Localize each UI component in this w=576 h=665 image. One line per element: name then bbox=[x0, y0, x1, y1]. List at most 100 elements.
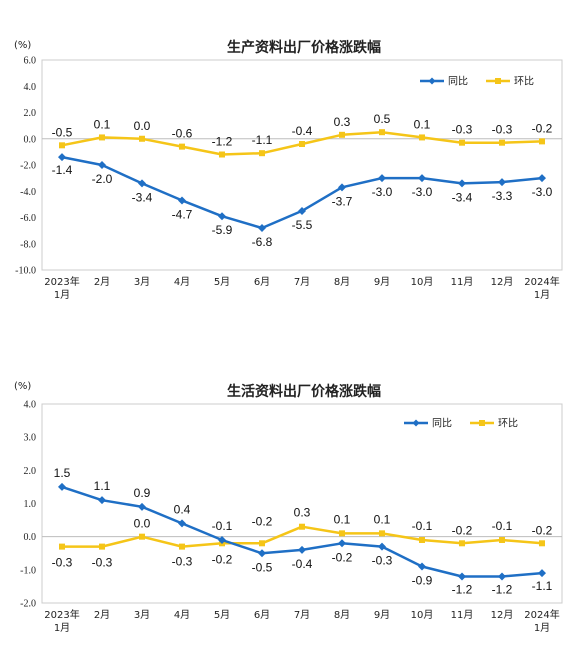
plot-area bbox=[41, 59, 563, 271]
y-tick-label: 4.0 bbox=[24, 400, 37, 411]
x-tick-label: 4月 bbox=[174, 276, 190, 288]
yoy-point bbox=[218, 212, 226, 221]
yoy-data-label: -1.4 bbox=[52, 163, 73, 177]
mom-point bbox=[59, 142, 65, 149]
yoy-point bbox=[298, 206, 306, 215]
yoy-data-label: 1.1 bbox=[94, 479, 111, 493]
yoy-point bbox=[418, 562, 426, 571]
yoy-data-label: -0.1 bbox=[212, 519, 233, 533]
x-tick-label: 9月 bbox=[374, 276, 390, 288]
x-tick-label: 6月 bbox=[254, 609, 270, 621]
mom-point bbox=[139, 533, 145, 540]
mom-point bbox=[59, 543, 65, 550]
x-tick-label: 12月 bbox=[491, 609, 514, 621]
mom-point bbox=[339, 530, 345, 537]
x-tick-label: 4月 bbox=[174, 609, 190, 621]
yoy-point bbox=[258, 224, 266, 232]
yoy-point bbox=[458, 572, 466, 581]
mom-data-label: -0.3 bbox=[52, 556, 73, 570]
yoy-data-label: -5.9 bbox=[212, 223, 233, 237]
y-tick-label: -2.0 bbox=[20, 161, 36, 172]
yoy-point bbox=[138, 179, 146, 188]
x-tick-label: 2024年 1月 bbox=[524, 275, 559, 301]
mom-point bbox=[179, 143, 185, 150]
yoy-data-label: -3.0 bbox=[412, 185, 433, 199]
yoy-data-label: 0.4 bbox=[174, 502, 191, 516]
yoy-point bbox=[418, 174, 426, 183]
yoy-point bbox=[338, 183, 346, 192]
mom-data-label: -0.2 bbox=[252, 514, 273, 528]
yoy-data-label: 1.5 bbox=[54, 466, 71, 480]
yoy-data-label: -0.4 bbox=[292, 557, 313, 571]
mom-data-label: -0.3 bbox=[452, 123, 473, 137]
x-tick-label: 5月 bbox=[214, 609, 230, 621]
y-tick-label: -8.0 bbox=[20, 239, 36, 250]
mom-data-label: -0.2 bbox=[212, 552, 233, 566]
mom-point bbox=[499, 139, 505, 146]
legend-label: 环比 bbox=[514, 76, 534, 88]
x-tick-label: 12月 bbox=[491, 276, 514, 288]
mom-data-label: 0.5 bbox=[374, 112, 391, 126]
yoy-data-label: -3.0 bbox=[372, 185, 393, 199]
x-tick-label: 7月 bbox=[294, 276, 310, 288]
yoy-data-label: -1.1 bbox=[532, 579, 553, 593]
y-tick-label: 0.0 bbox=[24, 134, 37, 145]
mom-data-label: 0.1 bbox=[414, 117, 431, 131]
mom-data-label: 0.3 bbox=[334, 115, 351, 129]
x-tick-label: 3月 bbox=[134, 276, 150, 288]
y-tick-label: 2.0 bbox=[24, 466, 37, 477]
chart-2: 生活资料出厂价格涨跌幅 (%) 4.0 3.0 2.0 1.0 0.0 -1.0 -2.0 202… bbox=[14, 381, 563, 634]
mom-point bbox=[419, 134, 425, 141]
legend-label: 环比 bbox=[498, 418, 518, 430]
mom-point bbox=[299, 141, 305, 147]
y-tick-label: -10.0 bbox=[15, 266, 36, 277]
yoy-point bbox=[98, 496, 106, 505]
yoy-data-label: -3.4 bbox=[452, 190, 473, 204]
y-tick-label: -6.0 bbox=[20, 213, 36, 224]
mom-point bbox=[539, 138, 545, 145]
legend: 同比 环比 bbox=[404, 418, 518, 430]
yoy-data-label: -3.7 bbox=[332, 194, 353, 208]
mom-data-label: -0.2 bbox=[532, 523, 553, 537]
x-tick-label: 2023年 1月 bbox=[44, 275, 79, 301]
chart-1: 生产资料出厂价格涨跌幅 (%) 6.0 4.0 2.0 0.0 -2.0 -4.0 -6.0 -8… bbox=[14, 39, 563, 301]
mom-point bbox=[339, 131, 345, 138]
mom-data-label: 0.0 bbox=[134, 517, 151, 531]
mom-data-label: -0.6 bbox=[172, 127, 193, 141]
mom-point bbox=[459, 540, 465, 547]
chart-title: 生活资料出厂价格涨跌幅 bbox=[227, 383, 381, 400]
x-tick-label: 11月 bbox=[451, 276, 474, 288]
mom-point bbox=[259, 540, 265, 547]
yoy-data-label: -0.5 bbox=[252, 560, 273, 574]
y-tick-label: -1.0 bbox=[20, 565, 36, 576]
x-tick-label: 8月 bbox=[334, 609, 350, 621]
yoy-point bbox=[498, 178, 506, 187]
y-tick-label: 6.0 bbox=[24, 56, 37, 67]
mom-point bbox=[539, 540, 545, 547]
yoy-data-label: 0.9 bbox=[134, 486, 151, 500]
mom-data-label: 0.3 bbox=[294, 506, 311, 520]
yoy-point bbox=[538, 569, 546, 578]
y-unit-label: (%) bbox=[14, 40, 31, 51]
yoy-point bbox=[218, 535, 226, 544]
yoy-point bbox=[458, 179, 466, 188]
chart-title: 生产资料出厂价格涨跌幅 bbox=[227, 39, 381, 56]
y-tick-label: -2.0 bbox=[20, 599, 36, 610]
yoy-point bbox=[538, 174, 546, 183]
mom-point bbox=[379, 129, 385, 136]
mom-data-label: 0.1 bbox=[334, 512, 351, 526]
mom-data-label: 0.1 bbox=[94, 117, 111, 131]
x-tick-label: 2月 bbox=[94, 609, 110, 621]
mom-point bbox=[139, 135, 145, 142]
yoy-data-label: -4.7 bbox=[172, 207, 193, 221]
mom-point bbox=[299, 523, 305, 530]
x-tick-label: 2024年 1月 bbox=[524, 608, 559, 634]
yoy-data-label: -6.8 bbox=[252, 235, 273, 249]
mom-point bbox=[459, 139, 465, 146]
mom-point bbox=[259, 150, 265, 157]
legend-marker bbox=[479, 420, 485, 426]
mom-data-label: -1.2 bbox=[212, 135, 233, 149]
mom-data-label: 0.0 bbox=[134, 119, 151, 133]
y-tick-label: 2.0 bbox=[24, 108, 37, 119]
mom-data-label: -0.3 bbox=[172, 555, 193, 569]
